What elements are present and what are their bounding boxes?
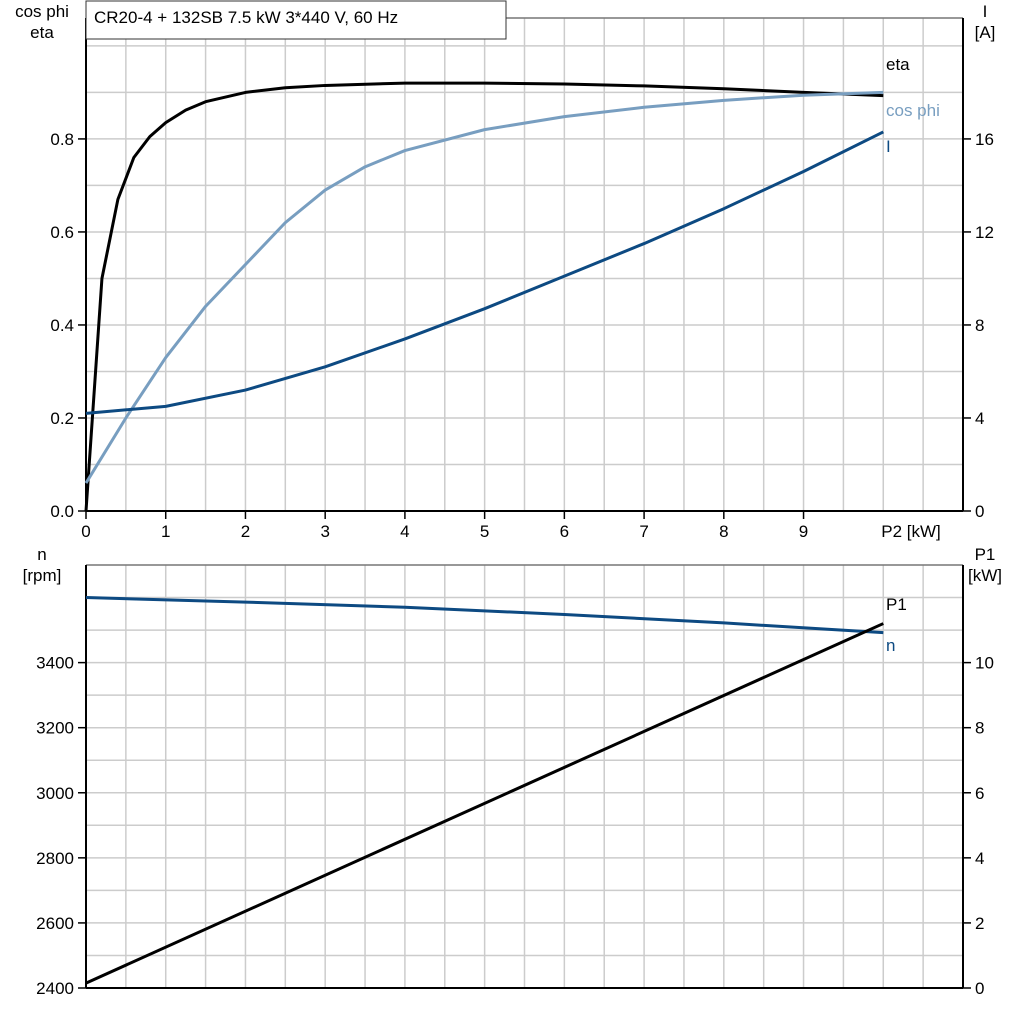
right-tick-label: 6 — [975, 784, 984, 803]
x-tick-label: 5 — [480, 522, 489, 541]
left-tick-label: 2800 — [36, 849, 74, 868]
x-axis-label: P2 [kW] — [881, 522, 941, 541]
right-axis-label: I — [983, 2, 988, 21]
right-tick-label: 16 — [975, 130, 994, 149]
right-tick-label: 10 — [975, 654, 994, 673]
series-line-n — [85, 596, 884, 635]
series-line-I — [85, 130, 884, 415]
series-line-eta — [84, 81, 884, 512]
right-tick-label: 8 — [975, 316, 984, 335]
right-axis-label: P1 — [975, 545, 996, 564]
left-tick-label: 0.2 — [50, 409, 74, 428]
x-tick-label: 9 — [799, 522, 808, 541]
x-tick-label: 8 — [719, 522, 728, 541]
series-line-P1 — [85, 622, 884, 985]
left-tick-label: 2600 — [36, 914, 74, 933]
left-axis-label: [rpm] — [23, 566, 62, 585]
title-box — [85, 0, 507, 40]
right-tick-label: 0 — [975, 502, 984, 521]
x-tick-label: 4 — [400, 522, 409, 541]
series-label-cos-phi: cos phi — [886, 101, 940, 120]
left-axis-label: cos phi — [15, 2, 69, 21]
left-tick-label: 0.4 — [50, 316, 74, 335]
left-axis-label: n — [37, 545, 46, 564]
right-tick-label: 4 — [975, 849, 984, 868]
left-tick-label: 0.0 — [50, 502, 74, 521]
x-tick-label: 2 — [241, 522, 250, 541]
series-label-eta: eta — [886, 55, 910, 74]
series-label-n: n — [886, 636, 895, 655]
left-tick-label: 0.8 — [50, 130, 74, 149]
series-line-cos-phi — [84, 90, 884, 484]
x-tick-label: 0 — [81, 522, 90, 541]
left-tick-label: 3400 — [36, 654, 74, 673]
left-tick-label: 2400 — [36, 979, 74, 998]
x-tick-label: 6 — [560, 522, 569, 541]
right-tick-label: 8 — [975, 719, 984, 738]
left-tick-label: 3000 — [36, 784, 74, 803]
x-tick-label: 7 — [639, 522, 648, 541]
right-tick-label: 2 — [975, 914, 984, 933]
chart-title: CR20-4 + 132SB 7.5 kW 3*440 V, 60 Hz — [94, 8, 398, 27]
left-axis-label: eta — [30, 23, 54, 42]
series-label-P1: P1 — [886, 595, 907, 614]
x-tick-label: 3 — [320, 522, 329, 541]
series-label-I: I — [886, 137, 891, 156]
x-tick-label: 1 — [161, 522, 170, 541]
right-tick-label: 0 — [975, 979, 984, 998]
left-tick-label: 0.6 — [50, 223, 74, 242]
right-axis-label: [kW] — [968, 566, 1002, 585]
right-axis-label: [A] — [975, 23, 996, 42]
right-tick-label: 4 — [975, 409, 984, 428]
right-tick-label: 12 — [975, 223, 994, 242]
left-tick-label: 3200 — [36, 719, 74, 738]
